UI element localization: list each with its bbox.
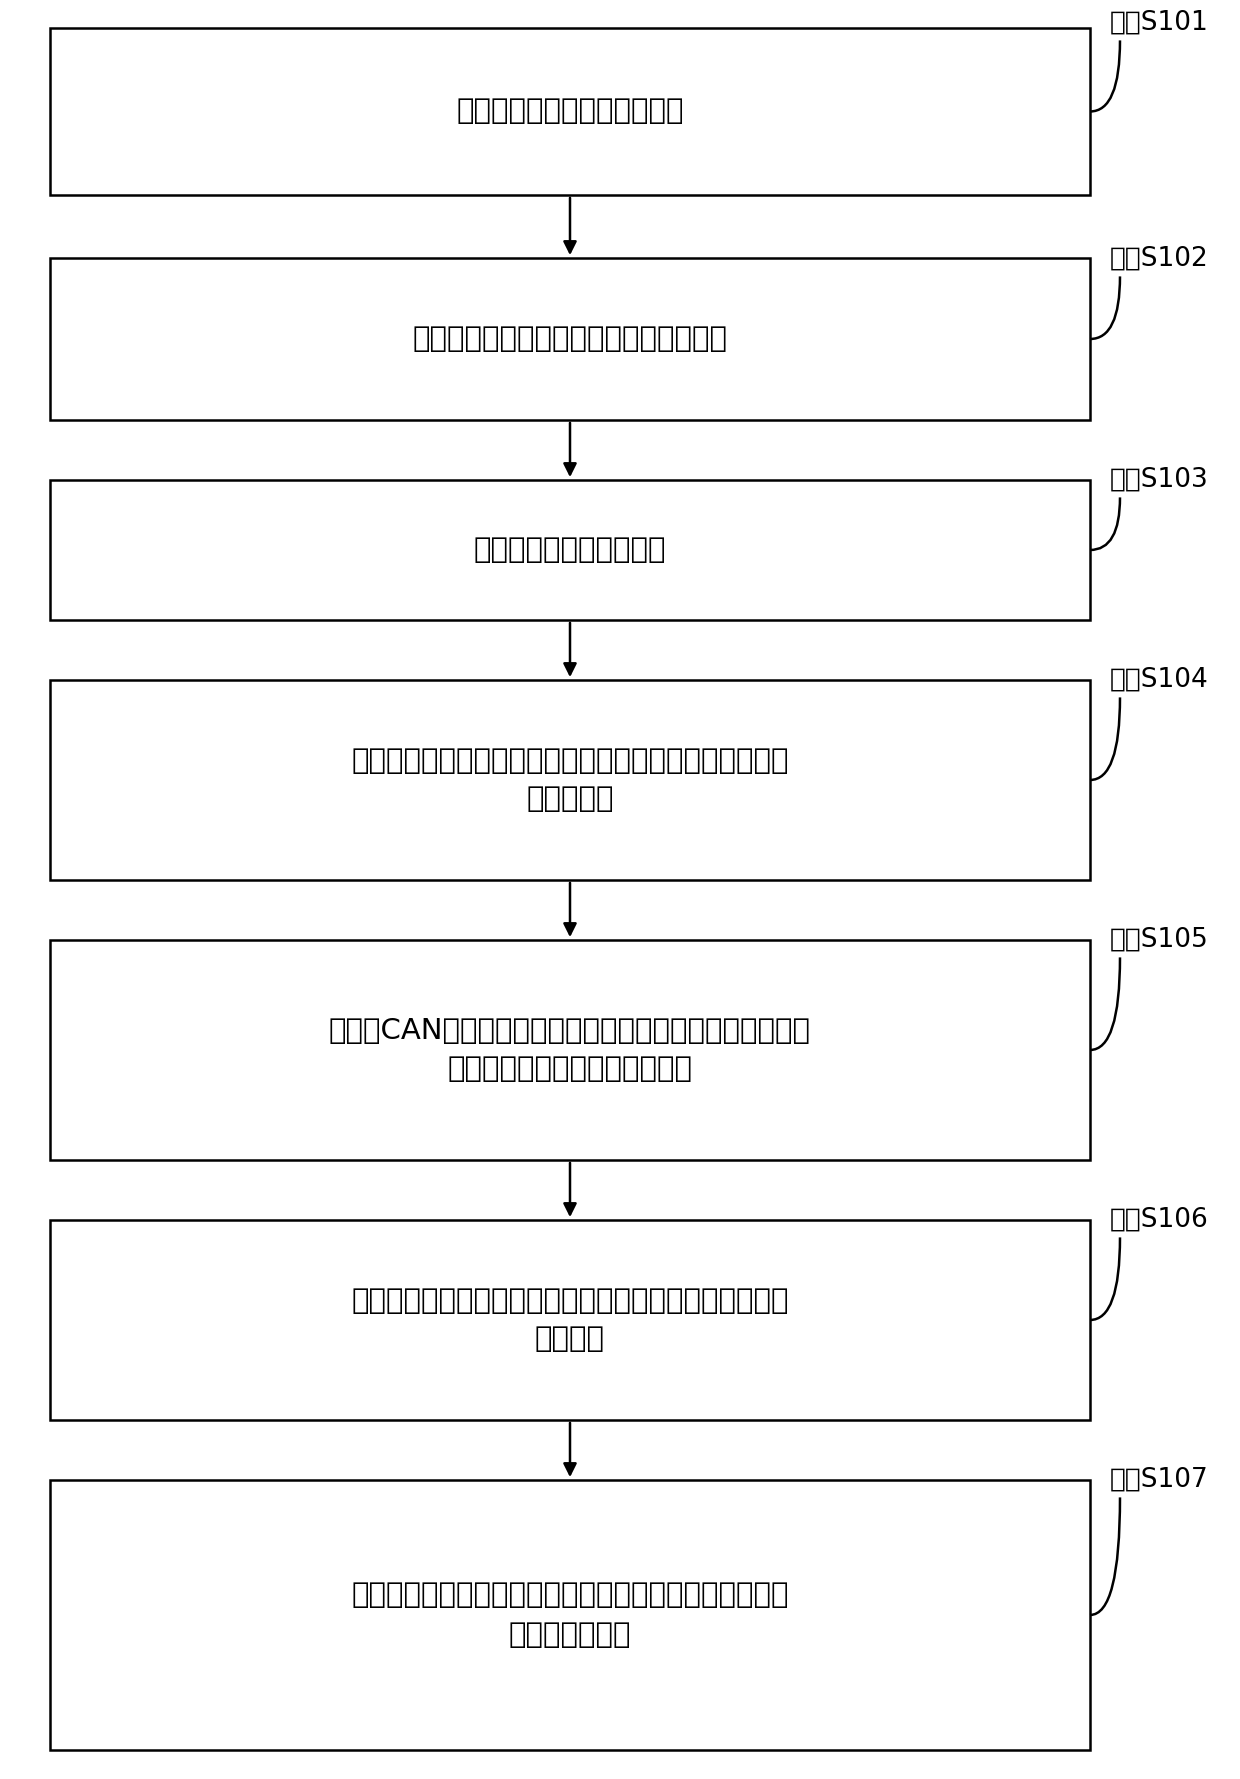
Text: 步骤S106: 步骤S106 [1110, 1206, 1209, 1233]
Bar [50, 1220, 1090, 1420]
Text: 步骤S105: 步骤S105 [1110, 927, 1209, 954]
Text: 步骤S103: 步骤S103 [1110, 468, 1209, 493]
Bar [50, 680, 1090, 881]
Text: 对所述道路图像进行检测，获得车道信息: 对所述道路图像进行检测，获得车道信息 [413, 326, 728, 352]
Text: 根据所述车道信息以及设定的车辆驾驶类型计算对应的动
态车道边界: 根据所述车道信息以及设定的车辆驾驶类型计算对应的动 态车道边界 [351, 747, 789, 813]
Bar [50, 28, 1090, 196]
Bar [50, 258, 1090, 420]
Bar [50, 480, 1090, 621]
Bar [50, 939, 1090, 1160]
Text: 步骤S107: 步骤S107 [1110, 1468, 1209, 1493]
Text: 步骤S104: 步骤S104 [1110, 667, 1209, 694]
Bar [50, 1480, 1090, 1751]
Text: 采集车辆行进道路的道路图像: 采集车辆行进道路的道路图像 [456, 98, 683, 126]
Text: 步骤S102: 步骤S102 [1110, 246, 1209, 272]
Text: 步骤S101: 步骤S101 [1110, 11, 1209, 36]
Text: 从车辆CAN总线获取包括车辆纵向速度、横摆角速度、相对
偏航角在内的车辆当前状态信息: 从车辆CAN总线获取包括车辆纵向速度、横摆角速度、相对 偏航角在内的车辆当前状态… [329, 1016, 811, 1083]
Text: 根据计算出的动态车道边界和车辆当前状态信息计算车道
偏离时间: 根据计算出的动态车道边界和车辆当前状态信息计算车道 偏离时间 [351, 1286, 789, 1354]
Text: 获取设定的车辆驾驶类型: 获取设定的车辆驾驶类型 [474, 535, 666, 564]
Text: 根据所述的车道偏离时间和设定的车道预警阈值，控制车
辆实施车道预警: 根据所述的车道偏离时间和设定的车道预警阈值，控制车 辆实施车道预警 [351, 1582, 789, 1649]
